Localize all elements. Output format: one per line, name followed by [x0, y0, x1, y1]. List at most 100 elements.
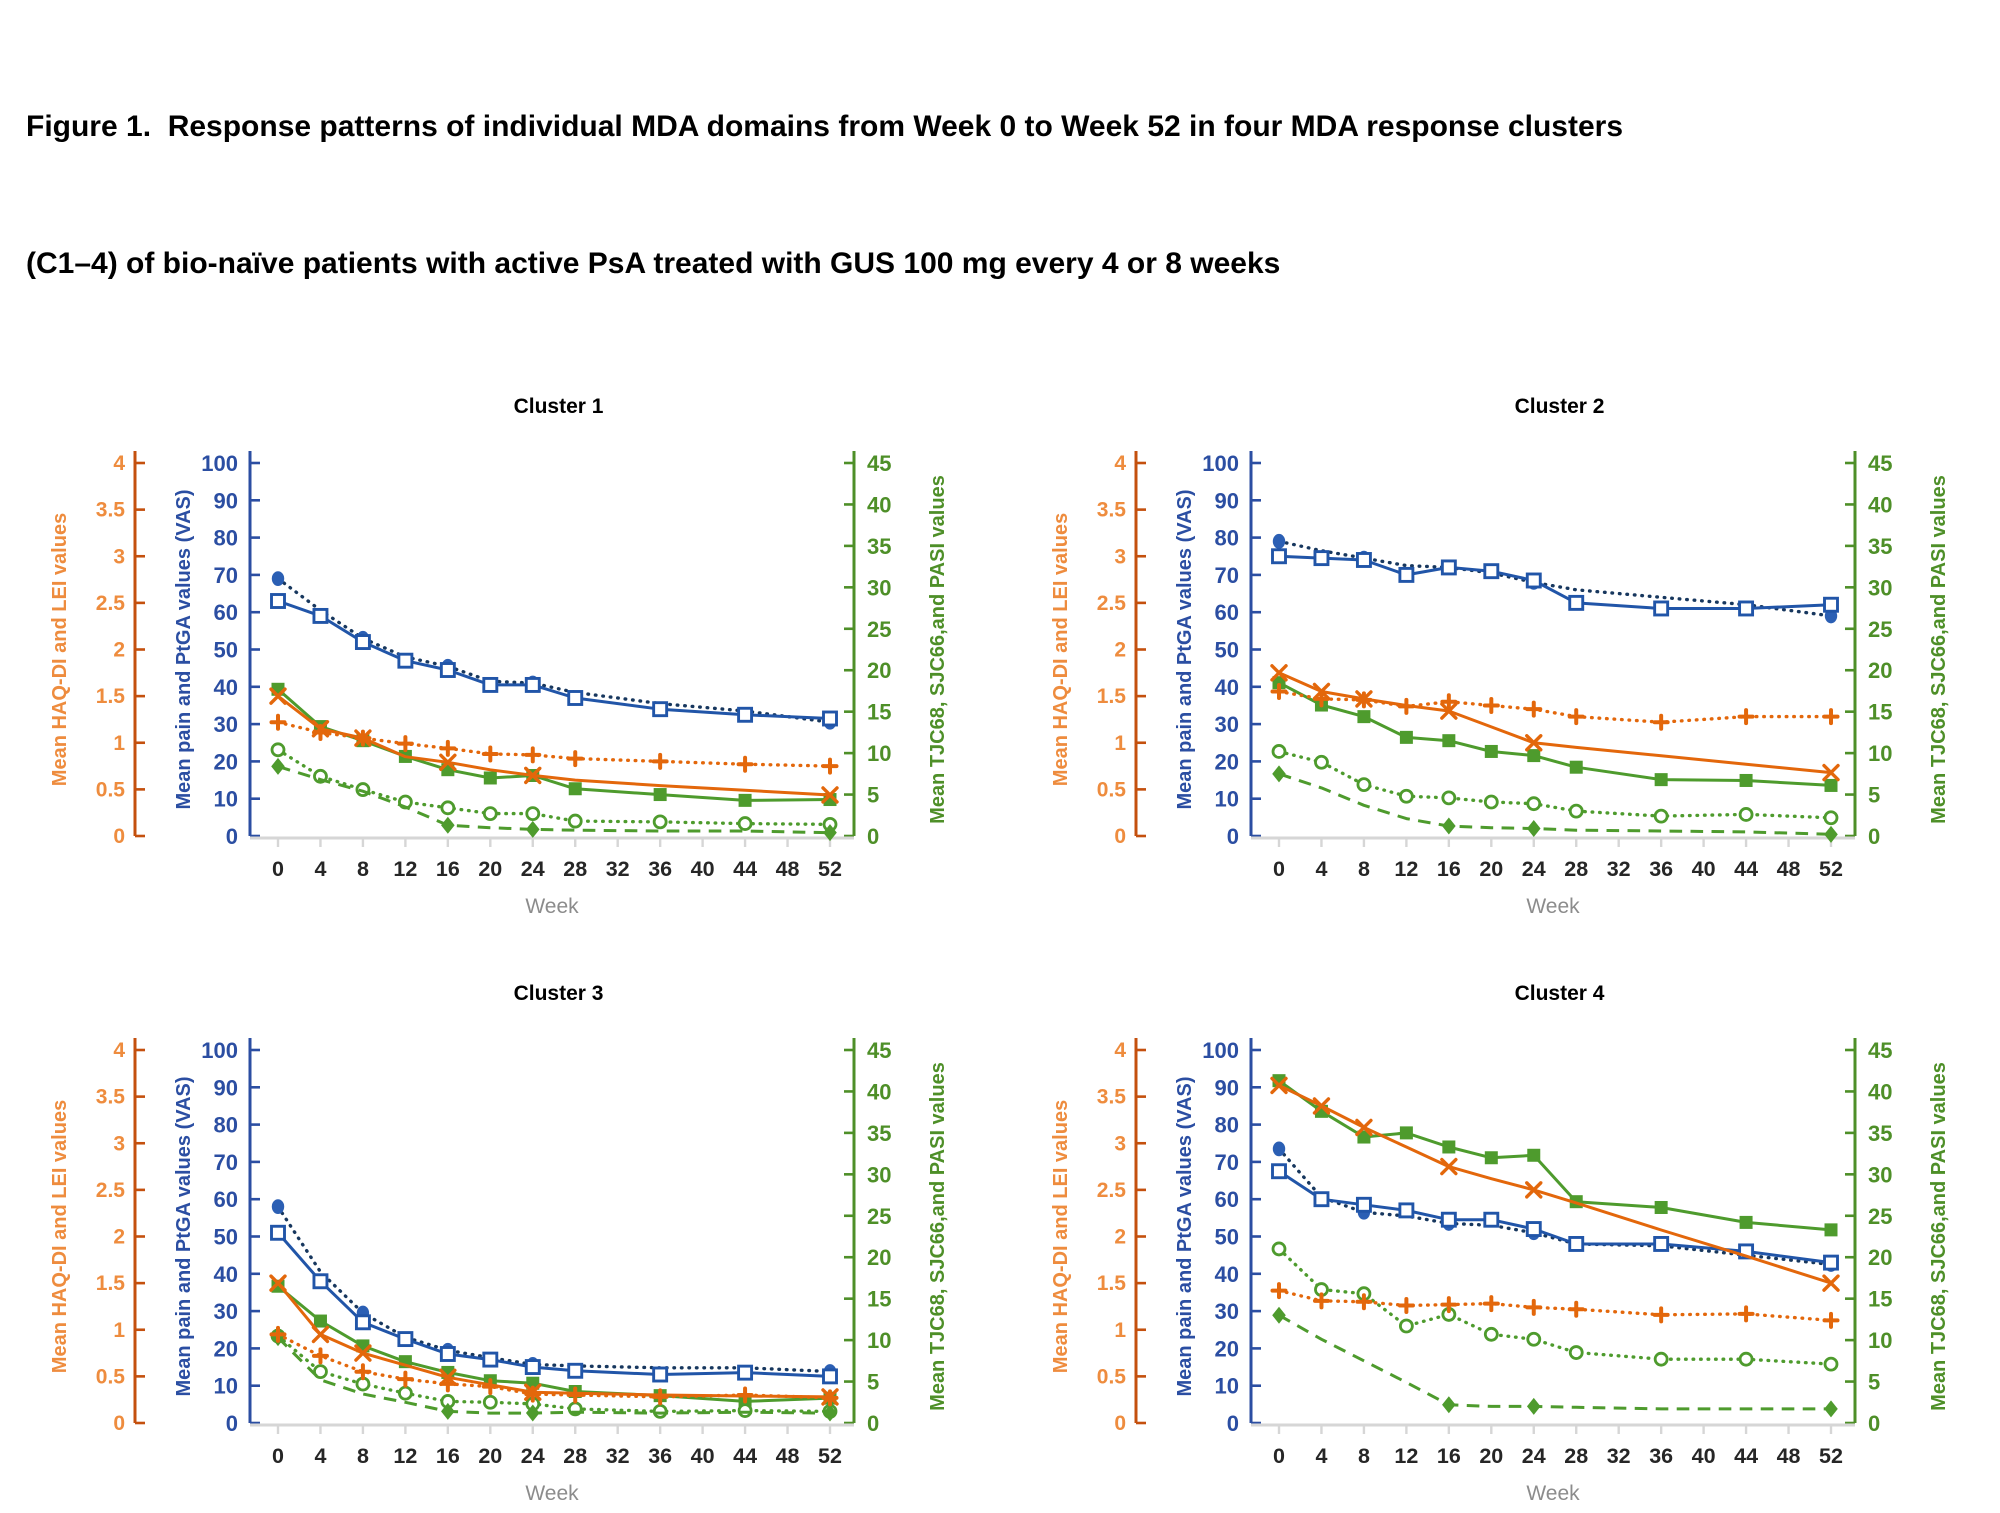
svg-text:44: 44	[733, 1444, 757, 1468]
cluster-2-panel: Cluster 2 0 0.5 1 1.5 2 2.5 3 3.5 4 Mean HAQ-DI a…	[1033, 393, 1968, 926]
svg-text:60: 60	[1215, 600, 1239, 625]
svg-text:Mean TJC68, SJC66,and PASI val: Mean TJC68, SJC66,and PASI values	[1928, 475, 1950, 824]
cluster-4-title: Cluster 4	[1514, 982, 1605, 1006]
svg-text:1.5: 1.5	[96, 685, 126, 708]
series-PtGA	[271, 571, 837, 730]
svg-text:3.5: 3.5	[96, 499, 126, 522]
svg-text:10: 10	[1868, 1328, 1892, 1353]
svg-text:70: 70	[214, 563, 238, 588]
svg-text:100: 100	[201, 1038, 238, 1063]
svg-text:40: 40	[1692, 857, 1716, 881]
svg-text:Mean HAQ-DI and LEI values: Mean HAQ-DI and LEI values	[49, 1100, 71, 1373]
svg-text:10: 10	[867, 1328, 891, 1353]
cluster-1-title: Cluster 1	[513, 395, 604, 419]
svg-text:0.5: 0.5	[96, 779, 126, 802]
svg-text:Mean pain and PtGA values (VAS: Mean pain and PtGA values (VAS)	[1174, 1077, 1196, 1397]
svg-text:0: 0	[1868, 824, 1880, 849]
svg-text:40: 40	[214, 675, 238, 700]
svg-text:30: 30	[867, 575, 891, 600]
series-Pain	[270, 593, 838, 727]
svg-text:Mean TJC68, SJC66,and PASI val: Mean TJC68, SJC66,and PASI values	[927, 475, 949, 824]
svg-text:2.5: 2.5	[1097, 1179, 1127, 1202]
axis-pain-ptga: 0 10 20 30 40 50 60 70 80 90 100 Mean pain and PtGA…	[173, 1038, 260, 1436]
axis-pain-ptga: 0 10 20 30 40 50 60 70 80 90 100 Mean pain and PtGA…	[1174, 451, 1261, 849]
figure-title: Figure 1. Response patterns of individua…	[0, 0, 2000, 379]
svg-text:12: 12	[393, 857, 417, 881]
series-LEI	[269, 687, 839, 804]
svg-text:Mean pain and PtGA values (VAS: Mean pain and PtGA values (VAS)	[173, 490, 195, 810]
axis-pain-ptga: 0 10 20 30 40 50 60 70 80 90 100 Mean pain and PtGA…	[1174, 1038, 1261, 1436]
svg-text:0: 0	[226, 824, 238, 849]
series-LEI	[269, 1274, 839, 1406]
svg-text:3: 3	[113, 545, 125, 568]
svg-text:30: 30	[867, 1162, 891, 1187]
svg-text:45: 45	[1868, 451, 1892, 476]
svg-text:80: 80	[214, 526, 238, 551]
cluster-1-chart: 0 0.5 1 1.5 2 2.5 3 3.5 4 Mean HAQ-DI and LEI val…	[49, 451, 949, 918]
svg-text:2: 2	[1114, 1226, 1126, 1249]
axis-tjc-sjc-pasi: 0 5 10 15 20 25 30 35 40 45 Mean TJC68, SJC66,and …	[1845, 1038, 1950, 1436]
svg-text:52: 52	[818, 1444, 842, 1468]
svg-text:12: 12	[393, 1444, 417, 1468]
svg-text:100: 100	[1202, 1038, 1239, 1063]
svg-text:Mean pain and PtGA values (VAS: Mean pain and PtGA values (VAS)	[173, 1077, 195, 1397]
svg-text:0.5: 0.5	[1097, 1366, 1127, 1389]
svg-text:5: 5	[867, 1370, 879, 1395]
svg-text:44: 44	[733, 857, 757, 881]
svg-text:0: 0	[1114, 1412, 1126, 1435]
svg-text:36: 36	[1649, 1444, 1673, 1468]
svg-text:2.5: 2.5	[1097, 592, 1127, 615]
svg-text:Week: Week	[525, 895, 579, 918]
svg-text:0: 0	[867, 824, 879, 849]
svg-text:48: 48	[1777, 857, 1801, 881]
svg-text:5: 5	[867, 783, 879, 808]
svg-text:16: 16	[436, 857, 460, 881]
svg-text:1: 1	[113, 732, 125, 755]
svg-text:30: 30	[1215, 712, 1239, 737]
svg-text:40: 40	[1868, 1080, 1892, 1105]
axis-haq-lei: 0 0.5 1 1.5 2 2.5 3 3.5 4 Mean HAQ-DI and LEI val…	[49, 1038, 145, 1435]
svg-text:0.5: 0.5	[96, 1366, 126, 1389]
svg-text:0: 0	[226, 1411, 238, 1436]
svg-text:25: 25	[1868, 1204, 1892, 1229]
svg-text:20: 20	[214, 750, 238, 775]
svg-text:28: 28	[563, 1444, 587, 1468]
svg-text:80: 80	[214, 1113, 238, 1138]
svg-text:50: 50	[214, 638, 238, 663]
svg-text:0: 0	[1273, 1444, 1285, 1468]
svg-text:0: 0	[1114, 825, 1126, 848]
svg-text:5: 5	[1868, 1370, 1880, 1395]
series-SJC66	[1271, 744, 1839, 826]
svg-text:20: 20	[1479, 857, 1503, 881]
svg-text:36: 36	[1649, 857, 1673, 881]
svg-text:32: 32	[606, 1444, 630, 1468]
svg-text:25: 25	[1868, 617, 1892, 642]
svg-text:20: 20	[867, 658, 891, 683]
svg-text:28: 28	[563, 857, 587, 881]
svg-text:35: 35	[867, 1121, 891, 1146]
series-Pain	[1271, 548, 1839, 617]
svg-text:2: 2	[1114, 639, 1126, 662]
series-PASI	[1272, 765, 1838, 843]
svg-text:28: 28	[1564, 1444, 1588, 1468]
svg-text:1: 1	[1114, 732, 1126, 755]
axis-tjc-sjc-pasi: 0 5 10 15 20 25 30 35 40 45 Mean TJC68, SJC66,and …	[844, 451, 949, 849]
series-Pain	[1271, 1163, 1839, 1271]
svg-text:10: 10	[214, 787, 238, 812]
svg-text:25: 25	[867, 617, 891, 642]
svg-text:60: 60	[214, 1187, 238, 1212]
svg-text:1.5: 1.5	[1097, 1272, 1127, 1295]
svg-text:10: 10	[1215, 1374, 1239, 1399]
svg-text:1.5: 1.5	[96, 1272, 126, 1295]
svg-text:80: 80	[1215, 526, 1239, 551]
svg-text:4: 4	[314, 857, 326, 881]
svg-text:24: 24	[521, 1444, 545, 1468]
svg-text:0: 0	[1273, 857, 1285, 881]
svg-text:20: 20	[478, 1444, 502, 1468]
svg-text:90: 90	[214, 488, 238, 513]
cluster-3-panel: Cluster 3 0 0.5 1 1.5 2 2.5 3 3.5 4 Mean HAQ-DI a…	[32, 980, 967, 1513]
svg-text:35: 35	[1868, 534, 1892, 559]
svg-text:90: 90	[1215, 1075, 1239, 1100]
